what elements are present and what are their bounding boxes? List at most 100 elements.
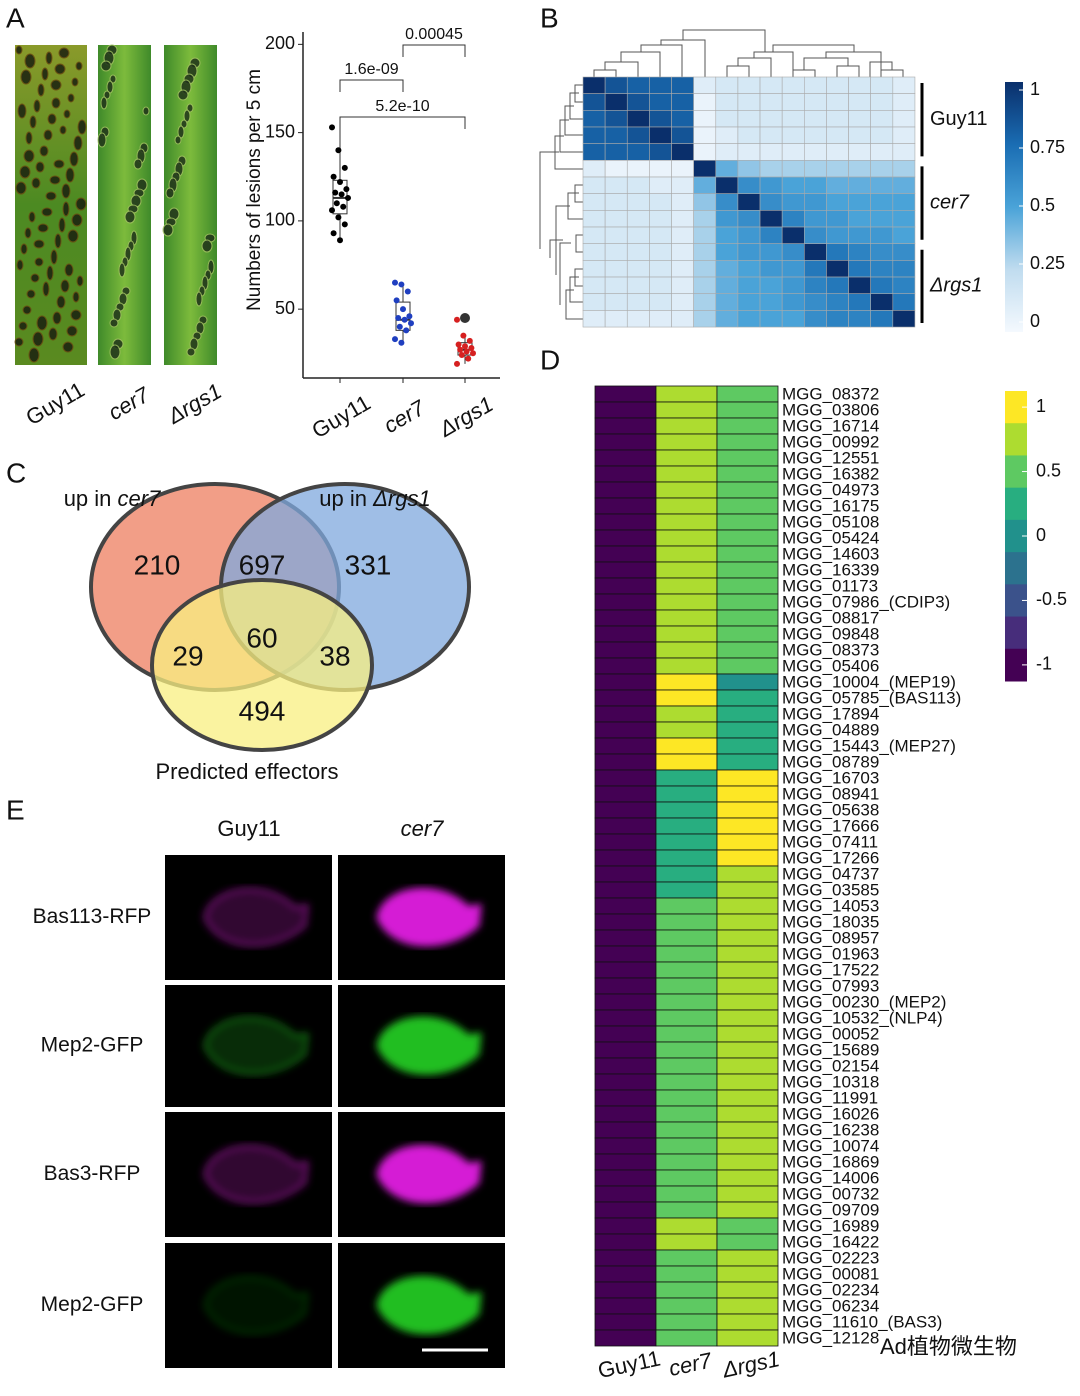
colorbar-label: 1 (1030, 79, 1040, 99)
cell (649, 126, 672, 144)
cell (604, 260, 628, 278)
lesion (72, 291, 80, 303)
lesion (109, 74, 117, 84)
gene-label: MGG_03585 (782, 880, 879, 899)
cell (716, 961, 779, 979)
cell (626, 126, 650, 144)
colorbar-label: 1 (1036, 396, 1046, 416)
lesion (62, 341, 74, 353)
lesion (186, 103, 194, 113)
cell (582, 226, 606, 244)
lesion (66, 325, 78, 337)
cell (870, 126, 894, 144)
lesion (64, 263, 74, 277)
cell (594, 497, 657, 515)
panel-label: B (540, 2, 559, 33)
lesion (60, 279, 70, 293)
cell (716, 449, 779, 467)
y-axis-title: Numbers of lesions per 5 cm (244, 69, 265, 311)
lesion (77, 119, 87, 135)
cell (594, 417, 657, 435)
point (330, 230, 337, 237)
cell (716, 913, 779, 931)
colorbar-label: 0.5 (1036, 460, 1061, 480)
row-label: Bas113-RFP (33, 905, 152, 928)
venn-count: 60 (246, 622, 277, 653)
cell (892, 110, 916, 128)
gene-label: MGG_16869 (782, 1152, 879, 1171)
cell (826, 143, 849, 161)
cell (716, 529, 779, 547)
venn-count: 331 (345, 549, 392, 580)
cell (716, 577, 779, 595)
cell (604, 226, 628, 244)
cell (826, 176, 849, 194)
cell (737, 310, 761, 328)
colorbar-label: 0.75 (1030, 137, 1065, 157)
colorbar-swatch (1005, 423, 1027, 456)
cell (655, 545, 718, 563)
cell (655, 993, 718, 1011)
cell (649, 260, 672, 278)
cell (594, 465, 657, 483)
cell (715, 310, 739, 328)
cell (759, 126, 783, 144)
lesion (15, 45, 23, 55)
point (335, 147, 342, 154)
cell (759, 293, 783, 311)
cell (582, 126, 606, 144)
outlier (460, 312, 470, 323)
x-tick-label: Δrgs1 (434, 391, 497, 442)
cell (826, 310, 849, 328)
leaf-label: Δrgs1 (163, 378, 226, 429)
point (406, 313, 413, 320)
cell (826, 110, 849, 128)
cell (671, 310, 694, 328)
cell (655, 769, 718, 787)
cell (655, 1073, 718, 1091)
cell (649, 276, 672, 295)
column-header: Guy11 (217, 816, 280, 841)
lesion (54, 233, 62, 249)
cell (655, 881, 718, 899)
point (401, 316, 408, 323)
cell (649, 193, 672, 211)
cell (655, 1313, 718, 1331)
gene-label: MGG_14603 (782, 544, 879, 563)
gene-label: MGG_10318 (782, 1072, 879, 1091)
cell (892, 243, 916, 261)
lesion (52, 311, 62, 325)
cell (693, 210, 717, 228)
point (457, 346, 464, 353)
cell (870, 176, 894, 194)
cell (594, 961, 657, 979)
cell (892, 260, 916, 278)
cell (582, 243, 606, 261)
hypha (203, 1144, 309, 1204)
cell (594, 1089, 657, 1107)
lesion (45, 191, 57, 201)
cell (716, 465, 779, 483)
cell (626, 260, 650, 278)
lesion (180, 119, 188, 129)
cell (582, 210, 606, 228)
gene-label: MGG_02234 (782, 1280, 879, 1299)
gene-label: MGG_05406 (782, 656, 879, 675)
cell (716, 1169, 779, 1187)
gene-label: MGG_04889 (782, 720, 879, 739)
point (338, 191, 345, 198)
cell (594, 1185, 657, 1203)
cell (716, 977, 779, 995)
cell (594, 1025, 657, 1043)
point (468, 344, 475, 351)
cell (781, 210, 805, 228)
cell (594, 881, 657, 899)
cell (655, 1249, 718, 1267)
cell (716, 1185, 779, 1203)
point (340, 203, 347, 210)
point (458, 352, 465, 359)
point (341, 221, 348, 228)
cell (737, 210, 761, 228)
cell (655, 1057, 718, 1075)
lesion (186, 347, 196, 357)
